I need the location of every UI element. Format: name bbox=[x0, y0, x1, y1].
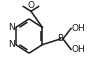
Text: N: N bbox=[8, 40, 15, 49]
Text: O: O bbox=[27, 1, 34, 10]
Text: N: N bbox=[8, 23, 15, 32]
Text: OH: OH bbox=[72, 24, 85, 33]
Text: OH: OH bbox=[72, 45, 85, 54]
Text: B: B bbox=[57, 34, 64, 43]
